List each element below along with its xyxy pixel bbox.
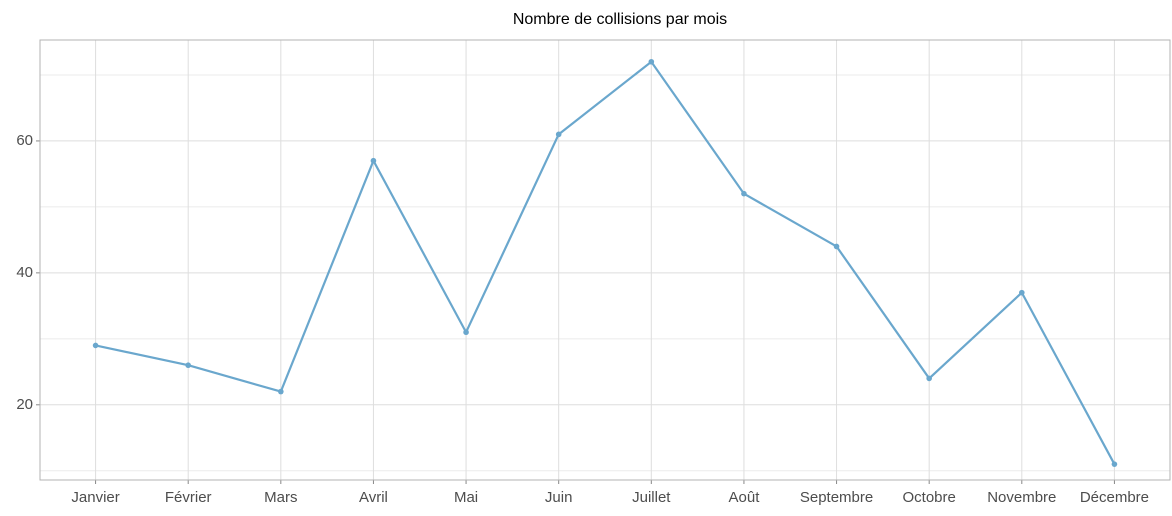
y-tick-label: 40 xyxy=(16,264,33,281)
point xyxy=(92,342,99,349)
point xyxy=(648,58,655,65)
y-tick-label: 20 xyxy=(16,396,33,413)
y-tick-label: 60 xyxy=(16,132,33,149)
x-tick-label: Janvier xyxy=(71,489,119,506)
line xyxy=(95,60,1116,465)
x-tick-label: Mars xyxy=(264,489,297,506)
point xyxy=(278,388,284,395)
point xyxy=(1111,461,1118,467)
point xyxy=(370,157,377,164)
chart-title: Nombre de collisions par mois xyxy=(513,11,727,28)
point xyxy=(463,329,469,336)
x-tick-label: Avril xyxy=(359,489,388,506)
point xyxy=(926,375,932,382)
point xyxy=(555,131,562,138)
point xyxy=(1019,289,1025,296)
x-tick-label: Octobre xyxy=(903,489,956,506)
x-tick-label: Juin xyxy=(545,489,573,506)
point xyxy=(833,243,840,250)
point xyxy=(741,190,747,197)
panel-border xyxy=(39,39,1171,481)
x-tick-label: Mai xyxy=(454,489,478,506)
x-tick-label: Septembre xyxy=(800,489,873,506)
x-tick-label: Novembre xyxy=(987,489,1056,506)
x-tick-label: Juillet xyxy=(632,489,671,506)
x-tick-label: Août xyxy=(729,489,761,506)
x-tick-label: Février xyxy=(165,489,212,506)
point xyxy=(185,362,191,369)
x-tick-label: Décembre xyxy=(1080,489,1149,506)
